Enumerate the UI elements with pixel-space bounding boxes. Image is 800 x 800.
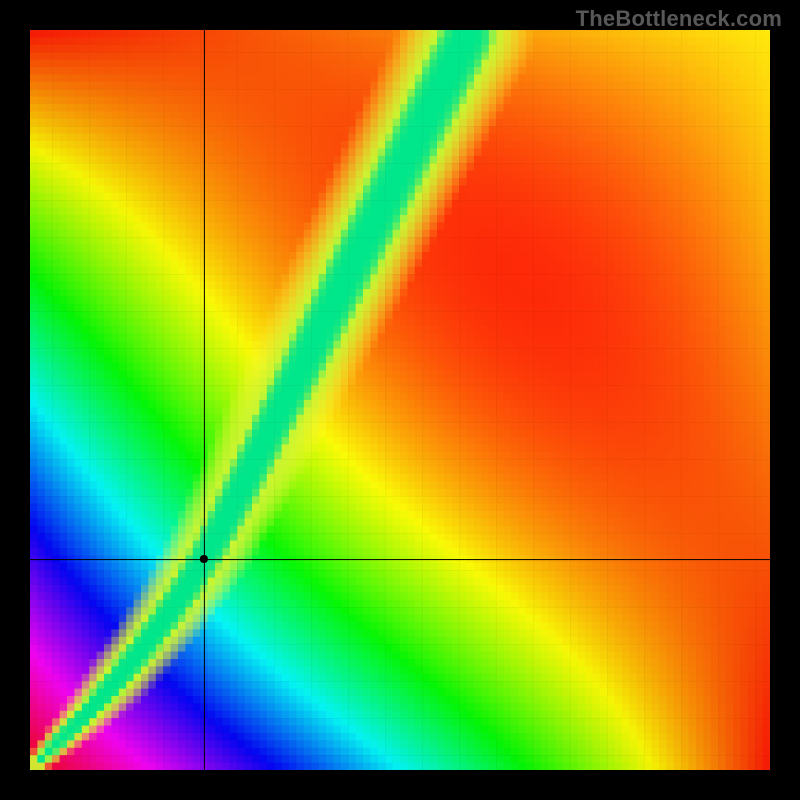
watermark-text: TheBottleneck.com <box>576 6 782 32</box>
plot-container: { "watermark": { "text": "TheBottleneck.… <box>0 0 800 800</box>
bottleneck-heatmap <box>30 30 770 770</box>
